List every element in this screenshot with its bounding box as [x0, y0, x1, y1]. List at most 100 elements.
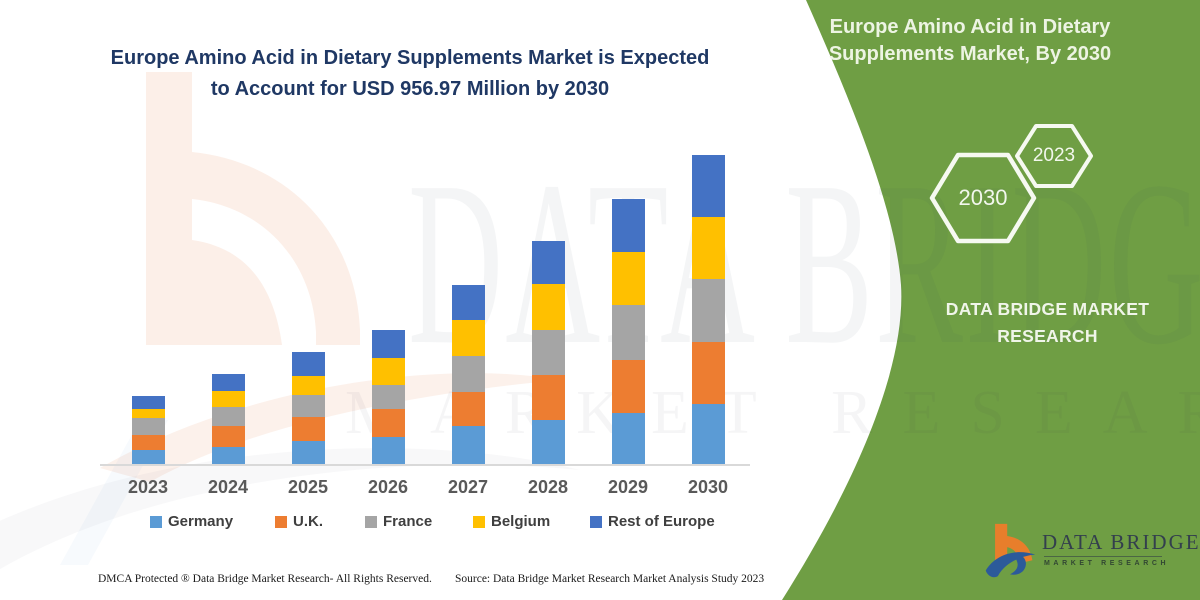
- bar-2023: [131, 396, 165, 464]
- watermark-b-arc: [192, 152, 360, 345]
- bar-segment-2028-uk: [531, 374, 565, 420]
- x-axis-label-2025: 2025: [287, 477, 329, 497]
- bar-segment-2029-germany: [611, 413, 645, 464]
- bar-segment-2023-restofeurope: [131, 396, 165, 409]
- x-axis-label-2029: 2029: [607, 477, 649, 497]
- watermark-b-bowl: [192, 240, 282, 345]
- bar-segment-2030-belgium: [691, 217, 725, 280]
- legend-swatch: [473, 515, 485, 528]
- bar-segment-2024-belgium: [211, 391, 245, 408]
- hexagon-2023: 2023: [1014, 121, 1094, 191]
- legend-label: Belgium: [491, 513, 551, 530]
- bar-2025: [291, 352, 325, 464]
- dmca-notice: DMCA Protected ® Data Bridge Market Rese…: [98, 573, 432, 585]
- legend-item-belgium: Belgium: [473, 513, 550, 530]
- chart-title-line1: Europe Amino Acid in Dietary Supplements…: [110, 47, 710, 69]
- legend-item-restofeurope: Rest of Europe: [590, 513, 715, 530]
- bar-segment-2028-germany: [531, 419, 565, 464]
- bar-segment-2025-uk: [291, 417, 325, 442]
- watermark-b-stem: [146, 72, 192, 345]
- bar-2029: [611, 199, 645, 464]
- bar-segment-2024-germany: [211, 446, 245, 464]
- bar-segment-2025-belgium: [291, 376, 325, 396]
- bar-segment-2024-restofeurope: [211, 374, 245, 392]
- source-note: Source: Data Bridge Market Research Mark…: [455, 573, 765, 585]
- logo-swoosh-blue: [985, 552, 1036, 578]
- x-axis-label-2028: 2028: [527, 477, 569, 497]
- bar-segment-2025-france: [291, 395, 325, 417]
- bar-segment-2023-uk: [131, 434, 165, 450]
- bar-segment-2027-restofeurope: [451, 285, 485, 320]
- legend-label: France: [383, 513, 433, 530]
- bar-segment-2026-belgium: [371, 358, 405, 385]
- bar-segment-2025-germany: [291, 441, 325, 464]
- brand-line2: RESEARCH: [997, 326, 1098, 346]
- bar-segment-2026-uk: [371, 409, 405, 438]
- side-panel-brand: DATA BRIDGE MARKET RESEARCH: [925, 296, 1170, 350]
- hexagon-2030: 2030: [928, 148, 1038, 248]
- watermark-swoosh-peach: [100, 373, 560, 482]
- bar-segment-2030-germany: [691, 404, 725, 464]
- side-panel-title-line2: Supplements Market, By 2030: [828, 43, 1112, 65]
- brand-line1: DATA BRIDGE MARKET: [945, 299, 1150, 319]
- legend-item-germany: Germany: [150, 513, 233, 530]
- x-axis-label-2027: 2027: [447, 477, 489, 497]
- hexagon-outline: [1015, 124, 1093, 188]
- legend-label: Rest of Europe: [608, 513, 715, 530]
- side-panel-title-line1: Europe Amino Acid in Dietary: [829, 16, 1111, 38]
- bar-2028: [531, 241, 565, 464]
- legend-item-france: France: [365, 513, 432, 530]
- bar-2024: [211, 374, 245, 464]
- bar-segment-2029-restofeurope: [611, 199, 645, 253]
- logo-name: DATA BRIDGE: [1042, 530, 1200, 554]
- bar-segment-2023-france: [131, 418, 165, 435]
- x-axis-label-2024: 2024: [207, 477, 249, 497]
- green-panel-shape: [782, 0, 1200, 600]
- bar-segment-2030-restofeurope: [691, 154, 725, 218]
- bar-segment-2027-france: [451, 356, 485, 393]
- bar-2026: [371, 329, 405, 464]
- bar-segment-2028-france: [531, 329, 565, 375]
- legend-item-uk: U.K.: [275, 513, 323, 530]
- hexagon-2030-label: 2030: [958, 185, 1008, 210]
- bar-segment-2026-france: [371, 384, 405, 409]
- x-axis-label-2030: 2030: [687, 477, 729, 497]
- chart-title-line2: to Account for USD 956.97 Million by 203…: [210, 78, 610, 100]
- bar-segment-2029-belgium: [611, 252, 645, 305]
- legend-label: U.K.: [293, 513, 323, 530]
- bar-segment-2028-restofeurope: [531, 241, 565, 285]
- bar-segment-2024-uk: [211, 426, 245, 447]
- stacked-bar-chart: 2023 2024 2025 2026 2027 2028 2029 2030 Germany U…: [100, 154, 750, 530]
- bar-segment-2023-germany: [131, 449, 165, 464]
- bar-segment-2027-belgium: [451, 319, 485, 357]
- hexagon-outline: [929, 152, 1037, 244]
- side-panel-title: Europe Amino Acid in Dietary Supplements…: [812, 14, 1128, 68]
- bar-2030: [691, 154, 725, 464]
- databridge-logo-icon: [985, 523, 1036, 578]
- watermark-swoosh-gray: [0, 448, 580, 570]
- bar-segment-2029-france: [611, 304, 645, 360]
- bar-2027: [451, 285, 485, 464]
- legend-swatch: [275, 515, 287, 528]
- x-axis-label-2023: 2023: [127, 477, 169, 497]
- bar-segment-2027-germany: [451, 425, 485, 464]
- bar-segment-2029-uk: [611, 359, 645, 414]
- hexagon-2023-label: 2023: [1032, 145, 1076, 166]
- bar-segment-2028-belgium: [531, 284, 565, 330]
- legend-swatch: [590, 515, 602, 528]
- bar-segment-2027-uk: [451, 392, 485, 426]
- bar-segment-2025-restofeurope: [291, 352, 325, 377]
- databridge-logo: DATA BRIDGE MARKET RESEARCH: [982, 519, 1199, 589]
- bar-segment-2024-france: [211, 407, 245, 427]
- bar-segment-2030-uk: [691, 342, 725, 404]
- bar-segment-2026-restofeurope: [371, 329, 405, 359]
- logo-subtitle: MARKET RESEARCH: [1044, 556, 1166, 567]
- legend-swatch: [150, 515, 162, 528]
- bar-segment-2030-france: [691, 279, 725, 343]
- legend-swatch: [365, 515, 377, 528]
- bar-segment-2026-germany: [371, 437, 405, 464]
- bar-segment-2023-belgium: [131, 408, 165, 419]
